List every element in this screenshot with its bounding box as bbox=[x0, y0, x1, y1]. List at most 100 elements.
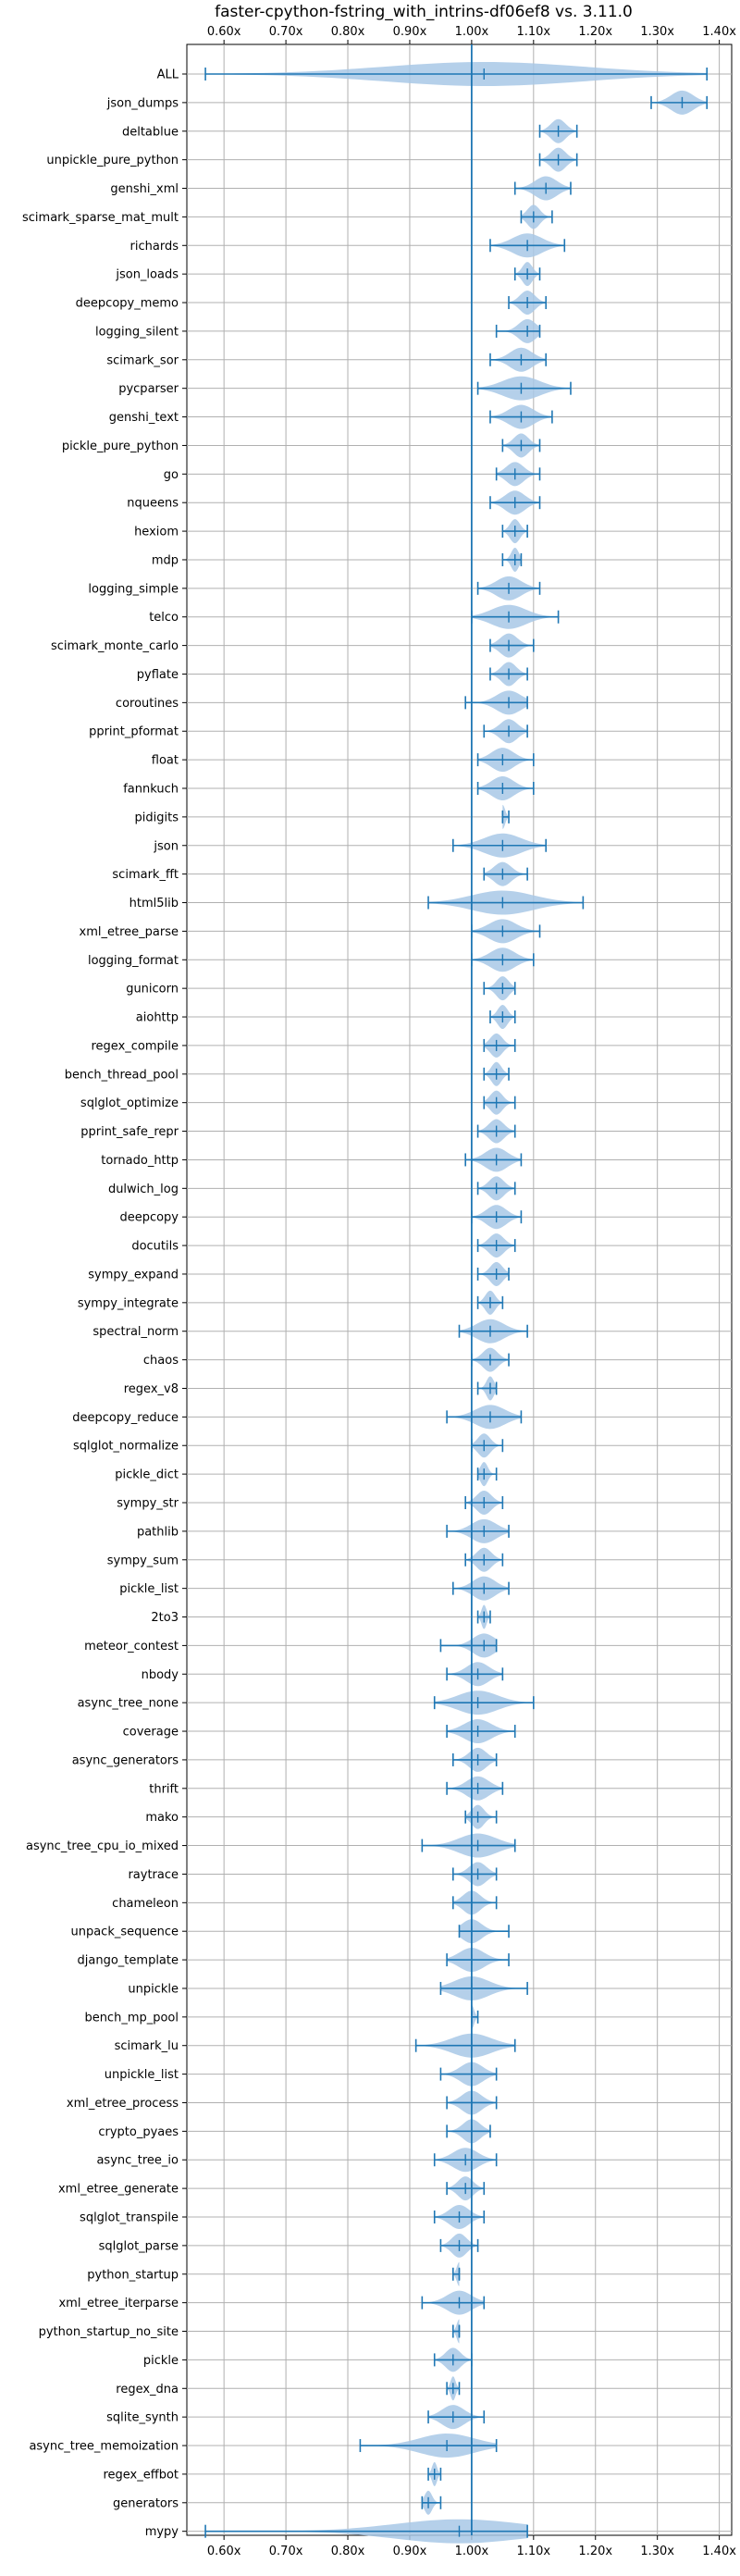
category-label: sympy_expand bbox=[88, 1268, 179, 1282]
x-tick-label-bottom: 0.60x bbox=[207, 2545, 241, 2558]
category-label: generators bbox=[113, 2496, 179, 2510]
category-label: unpickle bbox=[128, 1982, 179, 1996]
x-tick-label-top: 1.30x bbox=[640, 25, 674, 39]
x-tick-label-bottom: 0.70x bbox=[269, 2545, 303, 2558]
category-label: nbody bbox=[142, 1668, 179, 1682]
category-label: sqlglot_parse bbox=[99, 2239, 179, 2253]
category-label: scimark_sparse_mat_mult bbox=[22, 211, 179, 225]
category-label: logging_simple bbox=[88, 582, 179, 596]
category-label: scimark_lu bbox=[115, 2039, 179, 2053]
category-label: scimark_sor bbox=[106, 353, 179, 367]
x-tick-label-top: 0.60x bbox=[207, 25, 241, 39]
category-label: json_loads bbox=[115, 268, 179, 282]
category-label: nqueens bbox=[127, 497, 179, 511]
category-label: hexiom bbox=[134, 526, 179, 539]
category-label: crypto_pyaes bbox=[98, 2125, 179, 2139]
category-label: pidigits bbox=[135, 811, 179, 824]
category-label: go bbox=[164, 468, 179, 482]
category-label: docutils bbox=[131, 1240, 179, 1254]
category-label: raytrace bbox=[128, 1868, 179, 1882]
category-label: python_startup bbox=[87, 2268, 179, 2282]
category-label: mdp bbox=[152, 553, 179, 567]
category-label: coverage bbox=[123, 1726, 179, 1740]
category-label: pathlib bbox=[137, 1525, 179, 1539]
category-label: bench_thread_pool bbox=[65, 1068, 179, 1082]
category-label: regex_dna bbox=[116, 2383, 179, 2396]
category-label: bench_mp_pool bbox=[84, 2011, 179, 2025]
category-label: unpickle_list bbox=[105, 2068, 179, 2082]
category-label: async_tree_io bbox=[96, 2154, 179, 2168]
category-label: deepcopy_reduce bbox=[72, 1411, 179, 1425]
category-label: thrift bbox=[149, 1782, 179, 1796]
category-label: sqlglot_transpile bbox=[80, 2211, 179, 2225]
category-label: pyflate bbox=[137, 668, 179, 682]
category-label: sqlglot_optimize bbox=[80, 1096, 179, 1110]
x-tick-label-bottom: 0.90x bbox=[393, 2545, 427, 2558]
x-tick-label-bottom: 1.30x bbox=[640, 2545, 674, 2558]
chart-title: faster-cpython-fstring_with_intrins-df06… bbox=[215, 3, 633, 21]
category-label: gunicorn bbox=[126, 983, 179, 997]
category-label: fannkuch bbox=[123, 783, 179, 797]
category-label: async_generators bbox=[72, 1753, 179, 1767]
x-tick-label-top: 1.40x bbox=[702, 25, 736, 39]
category-label: html5lib bbox=[130, 897, 179, 910]
category-label: scimark_monte_carlo bbox=[51, 639, 179, 653]
category-label: deepcopy_memo bbox=[76, 297, 179, 311]
category-label: ALL bbox=[157, 68, 179, 82]
category-label: xml_etree_generate bbox=[58, 2183, 179, 2197]
category-label: deltablue bbox=[122, 125, 179, 139]
x-tick-label-top: 1.00x bbox=[455, 25, 489, 39]
category-label: spectral_norm bbox=[92, 1325, 179, 1339]
category-label: pickle bbox=[143, 2354, 179, 2368]
category-label: async_tree_cpu_io_mixed bbox=[26, 1839, 179, 1853]
x-tick-label-top: 0.70x bbox=[269, 25, 303, 39]
category-label: chaos bbox=[143, 1354, 179, 1368]
category-label: pickle_dict bbox=[115, 1468, 179, 1482]
x-tick-label-bottom: 1.20x bbox=[578, 2545, 612, 2558]
category-label: tornado_http bbox=[101, 1154, 179, 1168]
category-label: genshi_text bbox=[109, 411, 179, 425]
category-label: genshi_xml bbox=[110, 182, 179, 196]
x-tick-label-top: 0.80x bbox=[331, 25, 365, 39]
category-label: logging_format bbox=[88, 954, 179, 968]
category-label: regex_v8 bbox=[124, 1382, 179, 1396]
category-label: pickle_pure_python bbox=[62, 440, 179, 453]
category-label: pprint_pformat bbox=[89, 725, 179, 739]
category-label: aiohttp bbox=[136, 1011, 179, 1025]
category-label: pickle_list bbox=[119, 1582, 179, 1596]
category-label: async_tree_memoization bbox=[29, 2440, 179, 2454]
category-label: dulwich_log bbox=[108, 1183, 179, 1196]
category-label: regex_effbot bbox=[103, 2468, 179, 2482]
category-label: meteor_contest bbox=[84, 1640, 179, 1653]
category-label: sqlglot_normalize bbox=[73, 1440, 179, 1454]
category-label: logging_silent bbox=[95, 325, 179, 339]
category-label: sympy_str bbox=[117, 1497, 179, 1511]
x-tick-label-top: 0.90x bbox=[393, 25, 427, 39]
category-label: json bbox=[153, 839, 179, 853]
category-label: xml_etree_iterparse bbox=[58, 2297, 179, 2310]
category-label: json_dumps bbox=[106, 96, 179, 110]
category-label: async_tree_none bbox=[78, 1697, 179, 1711]
category-label: sqlite_synth bbox=[106, 2411, 179, 2425]
x-tick-label-bottom: 1.10x bbox=[516, 2545, 550, 2558]
category-label: python_startup_no_site bbox=[39, 2325, 179, 2339]
category-label: unpickle_pure_python bbox=[46, 154, 179, 167]
category-label: deepcopy bbox=[119, 1211, 179, 1225]
category-label: mypy bbox=[145, 2525, 179, 2539]
category-label: xml_etree_parse bbox=[80, 925, 179, 939]
category-label: sympy_sum bbox=[107, 1554, 179, 1567]
category-label: float bbox=[152, 754, 179, 768]
x-tick-label-top: 1.20x bbox=[578, 25, 612, 39]
category-label: regex_compile bbox=[91, 1039, 179, 1053]
category-label: chameleon bbox=[112, 1897, 179, 1911]
category-label: coroutines bbox=[116, 697, 179, 711]
category-label: scimark_fft bbox=[112, 868, 179, 882]
category-label: telco bbox=[149, 611, 179, 625]
category-label: django_template bbox=[78, 1954, 179, 1968]
category-label: sympy_integrate bbox=[78, 1296, 179, 1310]
category-label: 2to3 bbox=[151, 1611, 179, 1625]
x-tick-label-bottom: 0.80x bbox=[331, 2545, 365, 2558]
category-label: unpack_sequence bbox=[70, 1926, 179, 1939]
